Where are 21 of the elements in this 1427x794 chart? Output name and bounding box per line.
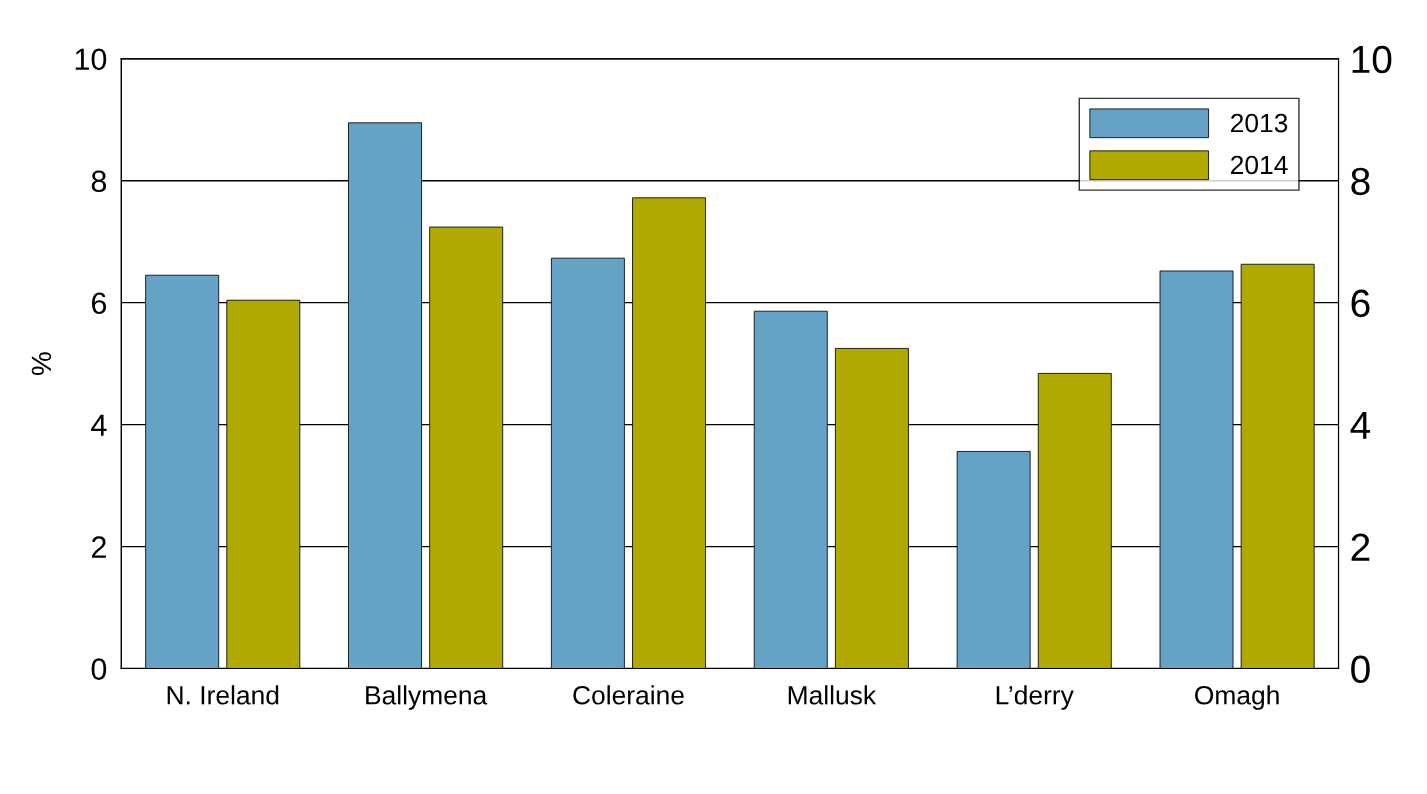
- y-tick-label: 10: [75, 48, 107, 71]
- x-tick-label: Coleraine: [573, 685, 684, 705]
- x-tick-label: L’derry: [996, 685, 1074, 710]
- y2-tick-label: 4: [1350, 411, 1371, 439]
- legend-label: 2014: [1231, 155, 1288, 175]
- y2-tick-label: 6: [1351, 289, 1370, 318]
- x-tick-label: Ballymena: [366, 685, 488, 710]
- y2-tick-label: 2: [1351, 533, 1370, 561]
- y-tick-label: 8: [91, 170, 107, 193]
- y2-tick-label: 0: [1351, 655, 1370, 684]
- y-tick-label: 4: [91, 414, 107, 436]
- x-tick-label: N. Ireland: [167, 685, 279, 705]
- legend-label: 2013: [1231, 113, 1288, 133]
- y2-tick-label: 8: [1351, 167, 1370, 196]
- y2-tick-label: 10: [1352, 45, 1392, 74]
- y-tick-label: 2: [91, 536, 106, 558]
- y-tick-label: 0: [91, 658, 107, 680]
- x-tick-label: Mallusk: [788, 685, 877, 705]
- x-tick-label: Omagh: [1195, 685, 1279, 710]
- y-tick-label: 6: [91, 292, 107, 315]
- y-axis-title: %: [31, 352, 52, 376]
